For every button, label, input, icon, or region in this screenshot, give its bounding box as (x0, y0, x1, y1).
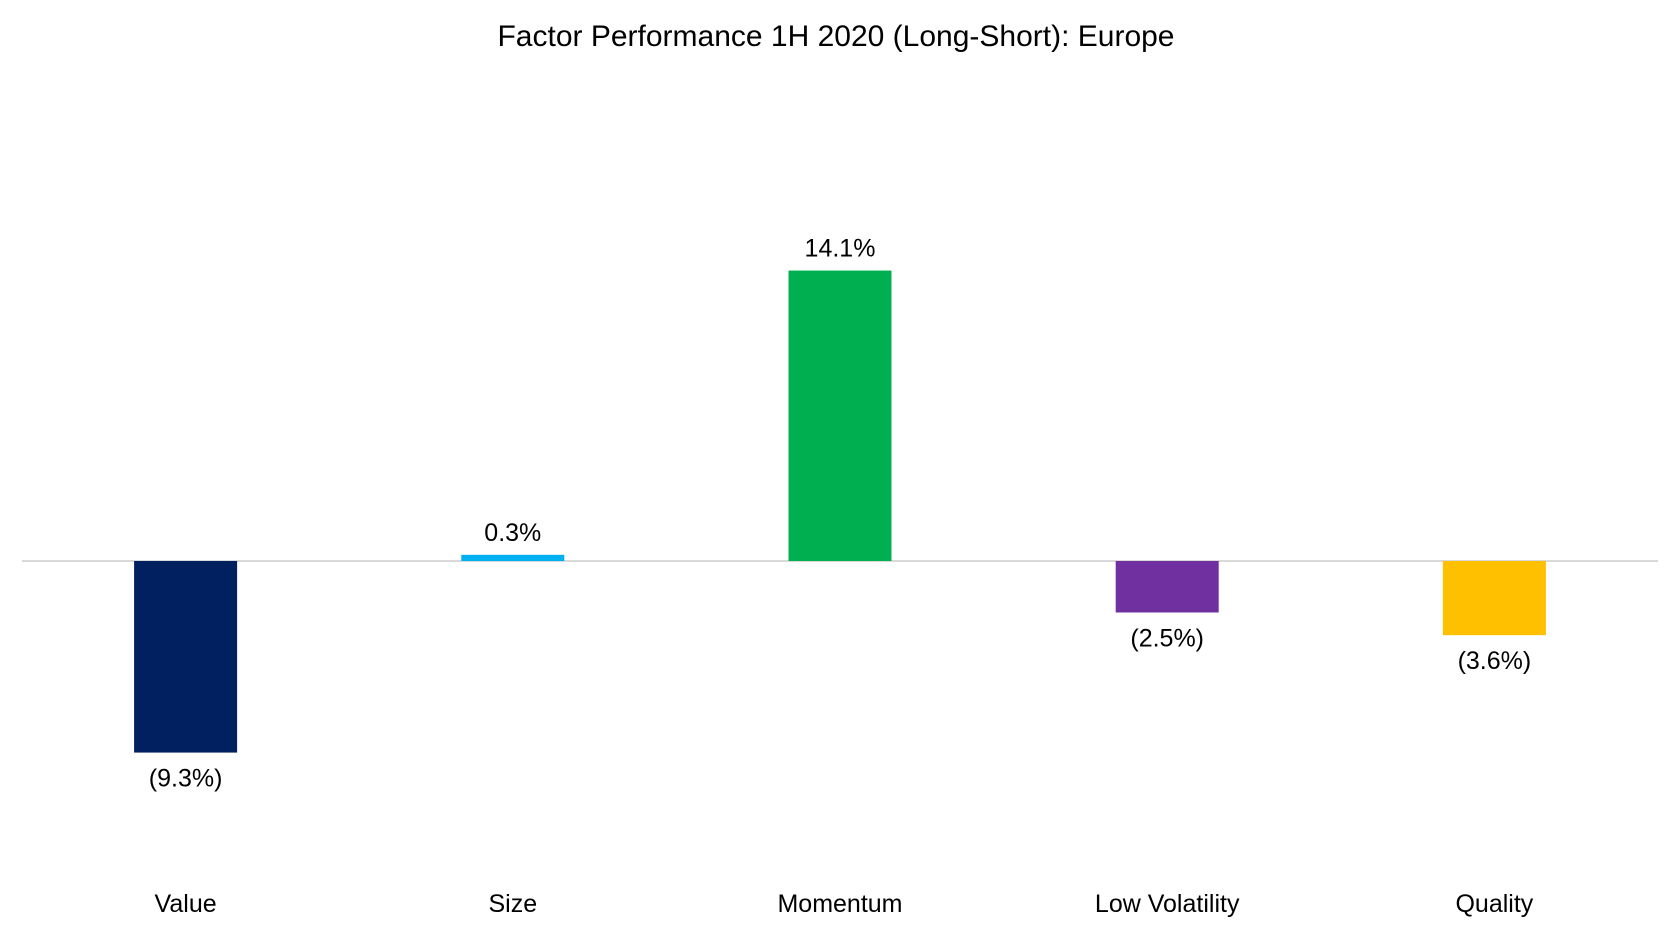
category-labels: Value Size Momentum Low Volatility Quality (155, 890, 1534, 918)
data-label-momentum: 14.1% (805, 235, 876, 263)
data-label-size: 0.3% (484, 519, 541, 547)
bar-momentum (788, 270, 892, 561)
chart-title: Factor Performance 1H 2020 (Long-Short):… (497, 20, 1174, 53)
category-label-quality: Quality (1455, 890, 1533, 918)
bar-value (134, 561, 238, 753)
category-label-momentum: Momentum (777, 890, 902, 918)
bar-series (134, 270, 1546, 753)
bar-quality (1442, 561, 1546, 636)
category-label-size: Size (488, 890, 537, 918)
data-label-low-volatility: (2.5%) (1130, 625, 1204, 653)
bar-size (461, 554, 565, 561)
data-label-quality: (3.6%) (1458, 647, 1532, 675)
category-label-low-volatility: Low Volatility (1095, 890, 1240, 918)
data-label-value: (9.3%) (149, 765, 223, 793)
data-labels: (9.3%) 0.3% 14.1% (2.5%) (3.6%) (149, 235, 1531, 793)
category-label-value: Value (155, 890, 217, 918)
bar-low-volatility (1115, 561, 1219, 613)
